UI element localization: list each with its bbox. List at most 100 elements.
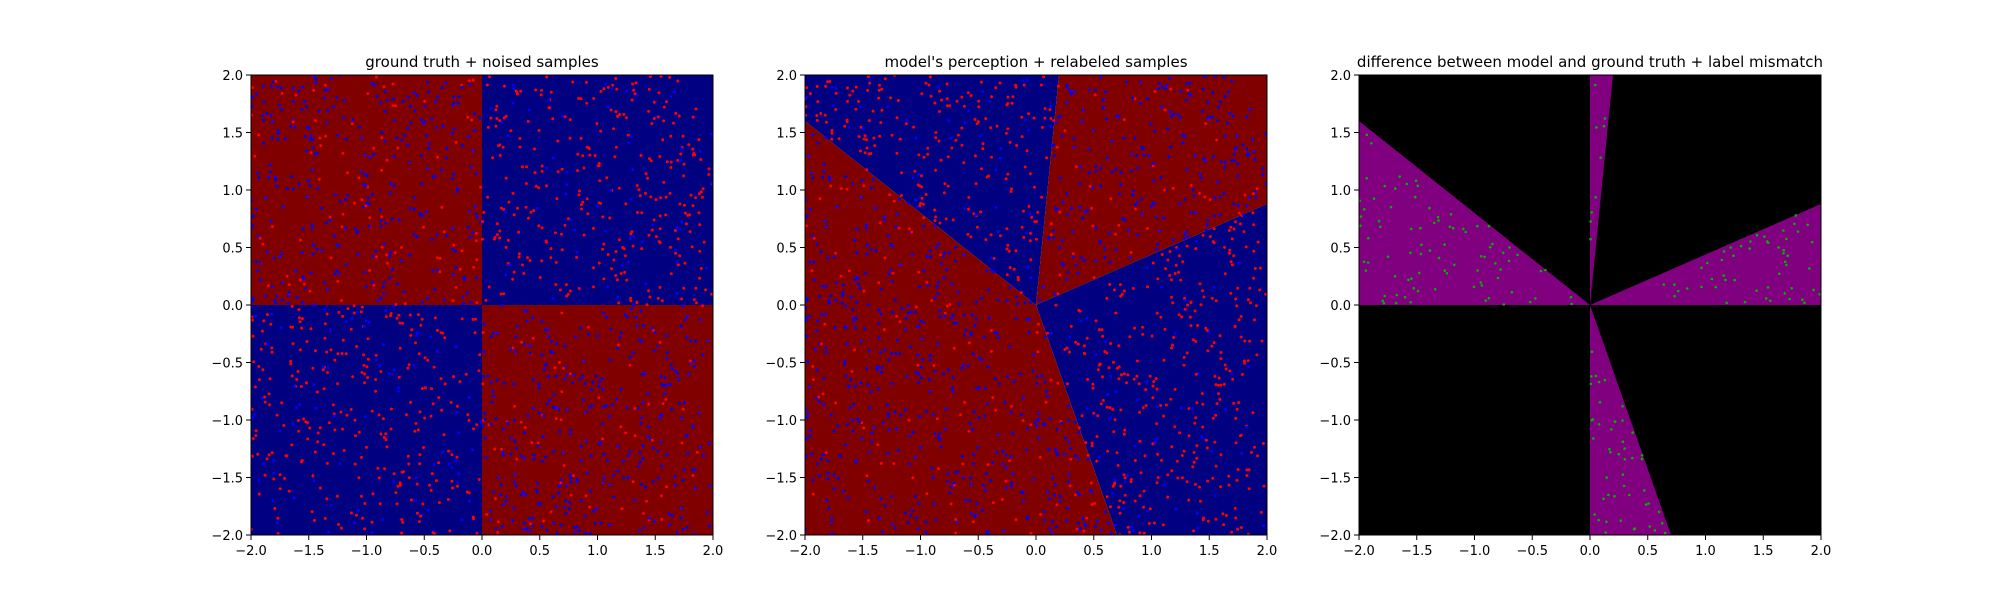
sample-point [356, 230, 360, 234]
sample-point [648, 295, 652, 299]
sample-point [281, 205, 285, 209]
relabeled-point [1155, 215, 1159, 219]
sample-point [602, 476, 606, 480]
sample-point [466, 413, 470, 417]
sample-point [674, 248, 678, 252]
mismatch-point [1445, 272, 1449, 275]
relabeled-point [1094, 164, 1098, 168]
sample-point [680, 441, 684, 445]
relabeled-point [1245, 204, 1249, 208]
relabeled-point [1167, 155, 1171, 159]
sample-point [540, 169, 544, 173]
sample-point [659, 494, 663, 498]
mismatch-point [1803, 301, 1806, 305]
sample-point [491, 390, 495, 393]
relabeled-point [1168, 145, 1172, 149]
sample-point [636, 407, 640, 411]
sample-point [664, 213, 668, 217]
sample-point [514, 350, 517, 354]
sample-point [466, 135, 470, 139]
sample-point [379, 101, 383, 105]
relabeled-point [815, 119, 819, 122]
sample-point [251, 105, 254, 109]
sample-point [587, 147, 591, 151]
sample-point [322, 443, 326, 447]
sample-point [601, 481, 605, 485]
mismatch-point [1621, 440, 1625, 444]
sample-point [306, 437, 310, 441]
sample-point [382, 85, 386, 89]
sample-point [336, 352, 340, 356]
sample-point [473, 112, 477, 116]
sample-point [635, 324, 639, 328]
relabeled-point [810, 269, 814, 273]
relabeled-point [1059, 494, 1062, 498]
sample-point [481, 237, 484, 241]
mismatch-point [1381, 299, 1384, 303]
relabeled-point [1069, 90, 1073, 94]
sample-point [341, 151, 345, 155]
relabeled-point [903, 408, 907, 411]
relabeled-point [1118, 283, 1122, 287]
sample-point [311, 252, 315, 256]
relabeled-point [883, 256, 887, 260]
panel-2-region-upper-right [1036, 75, 1267, 305]
sample-point [417, 520, 421, 524]
relabeled-point [818, 197, 822, 201]
relabeled-point [1085, 407, 1089, 411]
sample-point [540, 259, 544, 263]
relabeled-point [1208, 235, 1212, 239]
sample-point [321, 368, 325, 372]
sample-point [372, 152, 376, 156]
sample-point [280, 401, 284, 405]
relabeled-point [1058, 245, 1062, 249]
sample-point [426, 358, 430, 362]
panel-3-y-axis: −2.0−1.5−1.0−0.50.00.51.01.52.0 [1319, 69, 1359, 544]
panel-3-title: difference between model and ground trut… [1357, 53, 1823, 71]
relabeled-point [880, 108, 884, 112]
sample-point [351, 118, 355, 122]
sample-point [408, 206, 412, 210]
relabeled-point [1029, 231, 1032, 235]
mismatch-point [1725, 301, 1728, 305]
relabeled-point [1008, 140, 1012, 144]
relabeled-point [1191, 465, 1195, 469]
relabeled-point [1223, 245, 1226, 249]
relabeled-point [845, 187, 849, 191]
sample-point [498, 493, 502, 497]
sample-point [622, 476, 626, 480]
relabeled-point [828, 178, 832, 182]
relabeled-point [843, 359, 847, 363]
relabeled-point [951, 313, 955, 317]
relabeled-point [954, 245, 957, 249]
relabeled-point [874, 249, 878, 253]
relabeled-point [1029, 531, 1033, 535]
relabeled-point [969, 235, 973, 239]
x-tick-label: 0.0 [1026, 544, 1047, 559]
relabeled-point [1091, 382, 1095, 386]
relabeled-point [1028, 172, 1032, 176]
sample-point [565, 183, 569, 187]
relabeled-point [1219, 100, 1222, 104]
sample-point [524, 205, 528, 209]
sample-point [660, 299, 664, 303]
relabeled-point [1005, 299, 1009, 303]
sample-point [559, 523, 563, 527]
sample-point [514, 335, 518, 339]
relabeled-point [925, 281, 929, 284]
sample-point [327, 530, 331, 534]
relabeled-point [878, 134, 882, 138]
relabeled-point [940, 98, 943, 102]
relabeled-point [1008, 459, 1012, 463]
relabeled-point [1078, 182, 1082, 185]
sample-point [296, 419, 300, 422]
mismatch-point [1605, 520, 1608, 524]
sample-point [430, 387, 433, 391]
relabeled-point [1040, 374, 1044, 378]
relabeled-point [934, 131, 938, 134]
sample-point [254, 207, 258, 211]
sample-point [542, 519, 545, 523]
relabeled-point [999, 234, 1002, 238]
relabeled-point [1076, 342, 1080, 346]
sample-point [420, 387, 424, 390]
